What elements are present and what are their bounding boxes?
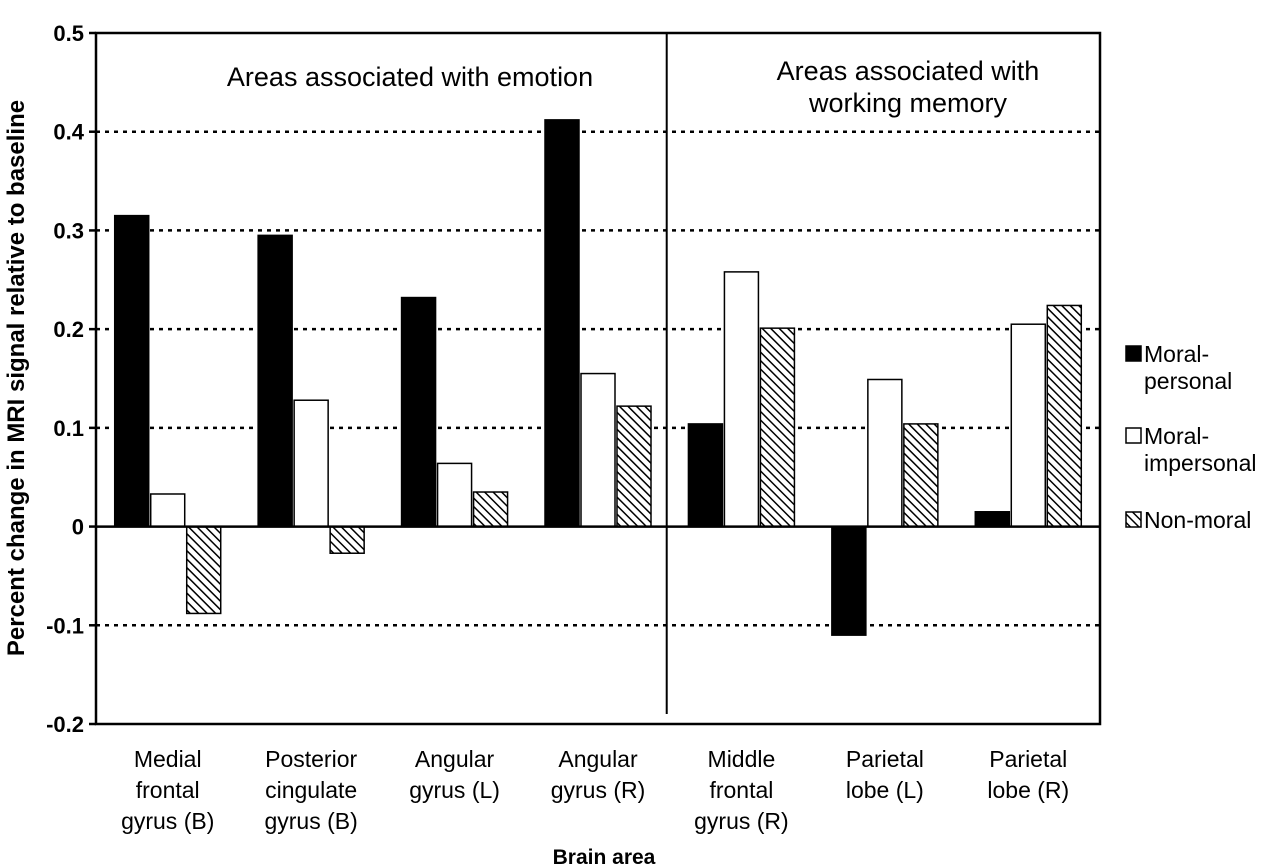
bar-series-1 [113, 214, 150, 528]
region-label-line: Areas associated with [777, 56, 1040, 86]
y-tick-label: -0.2 [46, 712, 84, 737]
bar-series-3 [616, 405, 652, 528]
category-label-line: lobe (R) [987, 777, 1069, 803]
category-label-line: gyrus (B) [121, 808, 214, 834]
category-label: Parietal lobe (L) [846, 746, 924, 803]
category-label-line: gyrus (R) [551, 777, 646, 803]
bar-series-3 [472, 491, 509, 528]
bar-series-1 [544, 119, 580, 528]
bar-series-3 [903, 423, 939, 528]
bar-series-3 [329, 525, 365, 554]
bar-series-2 [293, 399, 329, 528]
legend-label-2-line: impersonal [1144, 450, 1257, 476]
region-label-line: Areas associated with emotion [227, 62, 593, 92]
y-axis-title: Percent change in MRI signal relative to… [3, 100, 30, 656]
bar-series-2 [867, 378, 903, 528]
category-label-line: gyrus (B) [264, 808, 357, 834]
y-tick-label: 0.2 [53, 317, 84, 342]
category-label: Angular gyrus (R) [551, 746, 646, 803]
bar-series-2 [1010, 323, 1047, 528]
plot-frame [94, 31, 1102, 726]
region-label: Areas associated with working memory [777, 56, 1040, 118]
category-label-line: Medial [134, 746, 202, 772]
legend-label-1-line: Moral- [1144, 341, 1209, 367]
legend-swatch-2 [1125, 427, 1142, 444]
bars [113, 119, 1083, 636]
y-tick-label: 0.4 [53, 120, 84, 145]
y-tick-label: 0.5 [53, 21, 84, 46]
y-tick-label: 0 [72, 515, 84, 540]
category-label-line: Angular [415, 746, 495, 772]
bar-series-1 [257, 234, 293, 528]
legend-label-1: Moral-personal [1144, 341, 1232, 394]
bar-series-1 [687, 423, 724, 528]
category-label-line: Parietal [846, 746, 924, 772]
legend-label-2-line: Moral- [1144, 423, 1209, 449]
y-tick-label: -0.1 [46, 613, 84, 638]
category-label-line: Parietal [989, 746, 1067, 772]
bar-series-2 [723, 271, 760, 528]
bar-series-2 [580, 372, 616, 528]
category-label-line: frontal [709, 777, 773, 803]
category-label-line: Angular [558, 746, 638, 772]
legend-swatch-1 [1125, 345, 1142, 362]
x-axis-title: Brain area [553, 846, 656, 866]
category-label: Parietal lobe (R) [987, 746, 1069, 803]
legend-swatch-3 [1125, 511, 1142, 528]
bar-series-1 [831, 525, 867, 636]
category-label-line: frontal [136, 777, 200, 803]
y-tick-label: 0.1 [53, 416, 84, 441]
legend-label-3-line: Non-moral [1144, 507, 1251, 533]
category-label: Angular gyrus (L) [409, 746, 500, 803]
category-label: Middle frontal gyrus (R) [694, 746, 789, 834]
bar-series-3 [1046, 304, 1083, 528]
category-label-line: lobe (L) [846, 777, 924, 803]
legend-label-1-line: personal [1144, 368, 1232, 394]
category-label: Posterior cingulate gyrus (B) [264, 746, 357, 834]
bar-series-2 [436, 462, 473, 528]
legend-label-2: Moral-impersonal [1144, 423, 1257, 476]
labels: 0.5 0.4 0.3 0.2 0.1 0 -0.1 -0.2 Medial frontal gyr… [3, 21, 1069, 866]
region-label-line: working memory [808, 88, 1008, 118]
bar-series-2 [149, 493, 186, 528]
y-tick-label: 0.3 [53, 218, 84, 243]
category-label-line: gyrus (L) [409, 777, 500, 803]
category-label-line: cingulate [265, 777, 357, 803]
legend-label-3: Non-moral [1144, 507, 1251, 533]
category-label-line: Middle [708, 746, 776, 772]
category-label-line: Posterior [265, 746, 357, 772]
bar-series-3 [185, 525, 222, 615]
category-label-line: gyrus (R) [694, 808, 789, 834]
bar-series-1 [974, 511, 1011, 528]
axes [89, 31, 1102, 726]
category-label: Medial frontal gyrus (B) [121, 746, 214, 834]
region-label: Areas associated with emotion [227, 62, 593, 92]
bar-series-3 [759, 327, 796, 528]
bar-series-1 [400, 296, 437, 528]
